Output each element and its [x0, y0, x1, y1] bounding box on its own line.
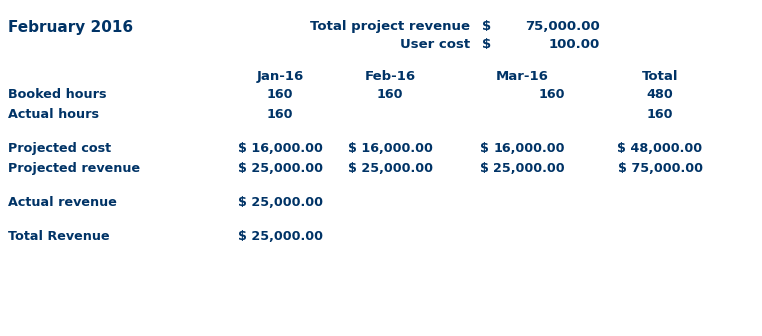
Text: $ 48,000.00: $ 48,000.00 — [617, 142, 703, 155]
Text: Feb-16: Feb-16 — [364, 70, 415, 83]
Text: User cost: User cost — [400, 38, 470, 51]
Text: $ 16,000.00: $ 16,000.00 — [347, 142, 433, 155]
Text: 160: 160 — [539, 88, 565, 101]
Text: 160: 160 — [267, 108, 293, 121]
Text: Total Revenue: Total Revenue — [8, 230, 110, 243]
Text: 100.00: 100.00 — [549, 38, 600, 51]
Text: Projected cost: Projected cost — [8, 142, 111, 155]
Text: $ 25,000.00: $ 25,000.00 — [238, 230, 322, 243]
Text: $ 16,000.00: $ 16,000.00 — [238, 142, 322, 155]
Text: February 2016: February 2016 — [8, 20, 133, 35]
Text: 16,000.00: 16,000.00 — [494, 142, 565, 155]
Text: Total: Total — [642, 70, 678, 83]
Text: 75,000.00: 75,000.00 — [525, 20, 600, 33]
Text: $: $ — [480, 142, 489, 155]
Text: Actual hours: Actual hours — [8, 108, 99, 121]
Text: Projected revenue: Projected revenue — [8, 162, 140, 175]
Text: 160: 160 — [376, 88, 403, 101]
Text: Total project revenue: Total project revenue — [310, 20, 470, 33]
Text: $ 25,000.00: $ 25,000.00 — [347, 162, 433, 175]
Text: 160: 160 — [647, 108, 674, 121]
Text: $ 75,000.00: $ 75,000.00 — [617, 162, 703, 175]
Text: Mar-16: Mar-16 — [496, 70, 549, 83]
Text: 160: 160 — [267, 88, 293, 101]
Text: 25,000.00: 25,000.00 — [493, 162, 565, 175]
Text: $: $ — [482, 38, 491, 51]
Text: $: $ — [480, 162, 489, 175]
Text: $: $ — [482, 20, 491, 33]
Text: Actual revenue: Actual revenue — [8, 196, 117, 209]
Text: 480: 480 — [647, 88, 674, 101]
Text: $ 25,000.00: $ 25,000.00 — [238, 162, 322, 175]
Text: Booked hours: Booked hours — [8, 88, 107, 101]
Text: Jan-16: Jan-16 — [256, 70, 303, 83]
Text: $ 25,000.00: $ 25,000.00 — [238, 196, 322, 209]
